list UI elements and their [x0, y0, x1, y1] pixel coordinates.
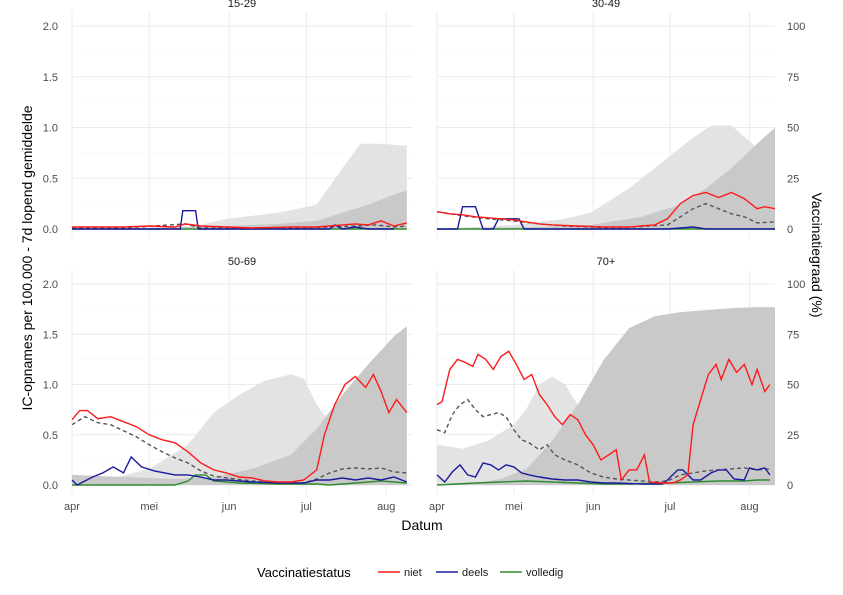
panel-50-69: 50-69 0.0 0.5 1.0 1.5 2.0 apr mei jun jul aug — [43, 256, 412, 513]
y2-tick-label: 100 — [787, 21, 805, 33]
series-deels-line — [72, 210, 394, 230]
x-tick-label: mei — [505, 501, 523, 513]
series-niet-line — [71, 372, 408, 483]
legend-label-volledig: volledig — [526, 567, 563, 579]
series-deels-line — [436, 462, 771, 485]
y-tick-label: 0.0 — [43, 224, 58, 236]
x-tick-label: jul — [300, 501, 312, 513]
area-volledig-gevaccineerd — [72, 326, 407, 485]
series-niet-line — [436, 191, 776, 228]
area-volledig-gevaccineerd — [437, 307, 775, 485]
y-axis-title: IC-opnames per 100.000 - 7d lopend gemid… — [19, 105, 35, 410]
series-niet-line — [72, 220, 407, 229]
legend-title: Vaccinatiestatus — [257, 565, 351, 580]
x-axis-title: Datum — [401, 517, 442, 533]
area-deels-gevaccineerd — [437, 376, 775, 485]
y2-tick-label: 0 — [787, 224, 793, 236]
x-tick-label: jun — [585, 501, 601, 513]
y-tick-label: 0.5 — [43, 173, 58, 185]
y2-tick-label: 50 — [787, 380, 799, 392]
y-tick-label: 2.0 — [43, 279, 58, 291]
y2-tick-label: 75 — [787, 329, 799, 341]
panel-title: 50-69 — [228, 256, 256, 268]
series-deels-line — [71, 455, 408, 486]
y2-tick-label: 100 — [787, 279, 805, 291]
y-tick-label: 1.5 — [43, 72, 58, 84]
y2-tick-label: 0 — [787, 480, 793, 492]
series-niet-line — [436, 350, 771, 484]
y2-tick-label: 50 — [787, 123, 799, 135]
area-deels-gevaccineerd — [72, 143, 407, 229]
y-tick-label: 0.5 — [43, 430, 58, 442]
area-volledig-gevaccineerd — [437, 127, 775, 229]
panel-title: 15-29 — [228, 0, 256, 10]
y-tick-label: 2.0 — [43, 21, 58, 33]
panel-70plus: 70+ 0 25 50 75 100 apr mei jun jul aug — [429, 256, 805, 513]
y2-axis-title: Vaccinatiegraad (%) — [809, 192, 825, 317]
x-tick-label: apr — [429, 501, 445, 513]
legend: Vaccinatiestatus niet deels volledig — [257, 565, 563, 580]
x-tick-label: aug — [740, 501, 758, 513]
series-totaal-line — [436, 202, 776, 229]
panel-title: 70+ — [597, 256, 616, 268]
series-volledig-line — [72, 474, 407, 486]
y2-tick-label: 25 — [787, 430, 799, 442]
x-tick-label: aug — [377, 501, 395, 513]
y-tick-label: 1.5 — [43, 329, 58, 341]
series-totaal-line — [436, 398, 770, 483]
x-tick-label: jul — [664, 501, 676, 513]
legend-label-deels: deels — [462, 567, 489, 579]
y-tick-label: 1.0 — [43, 123, 58, 135]
y-tick-label: 0.0 — [43, 480, 58, 492]
panel-30-49: 30-49 0 25 50 75 100 — [436, 0, 805, 238]
series-volledig-line — [436, 479, 770, 486]
area-volledig-gevaccineerd — [72, 190, 407, 229]
x-tick-label: jun — [221, 501, 237, 513]
panel-15-29: 15-29 0.0 0.5 1.0 1.5 2.0 — [43, 0, 412, 238]
legend-label-niet: niet — [404, 567, 422, 579]
series-totaal-line — [71, 415, 407, 484]
x-tick-label: mei — [140, 501, 158, 513]
y2-tick-label: 75 — [787, 72, 799, 84]
y-tick-label: 1.0 — [43, 380, 58, 392]
x-tick-label: apr — [64, 501, 80, 513]
panel-title: 30-49 — [592, 0, 620, 10]
y2-tick-label: 25 — [787, 173, 799, 185]
